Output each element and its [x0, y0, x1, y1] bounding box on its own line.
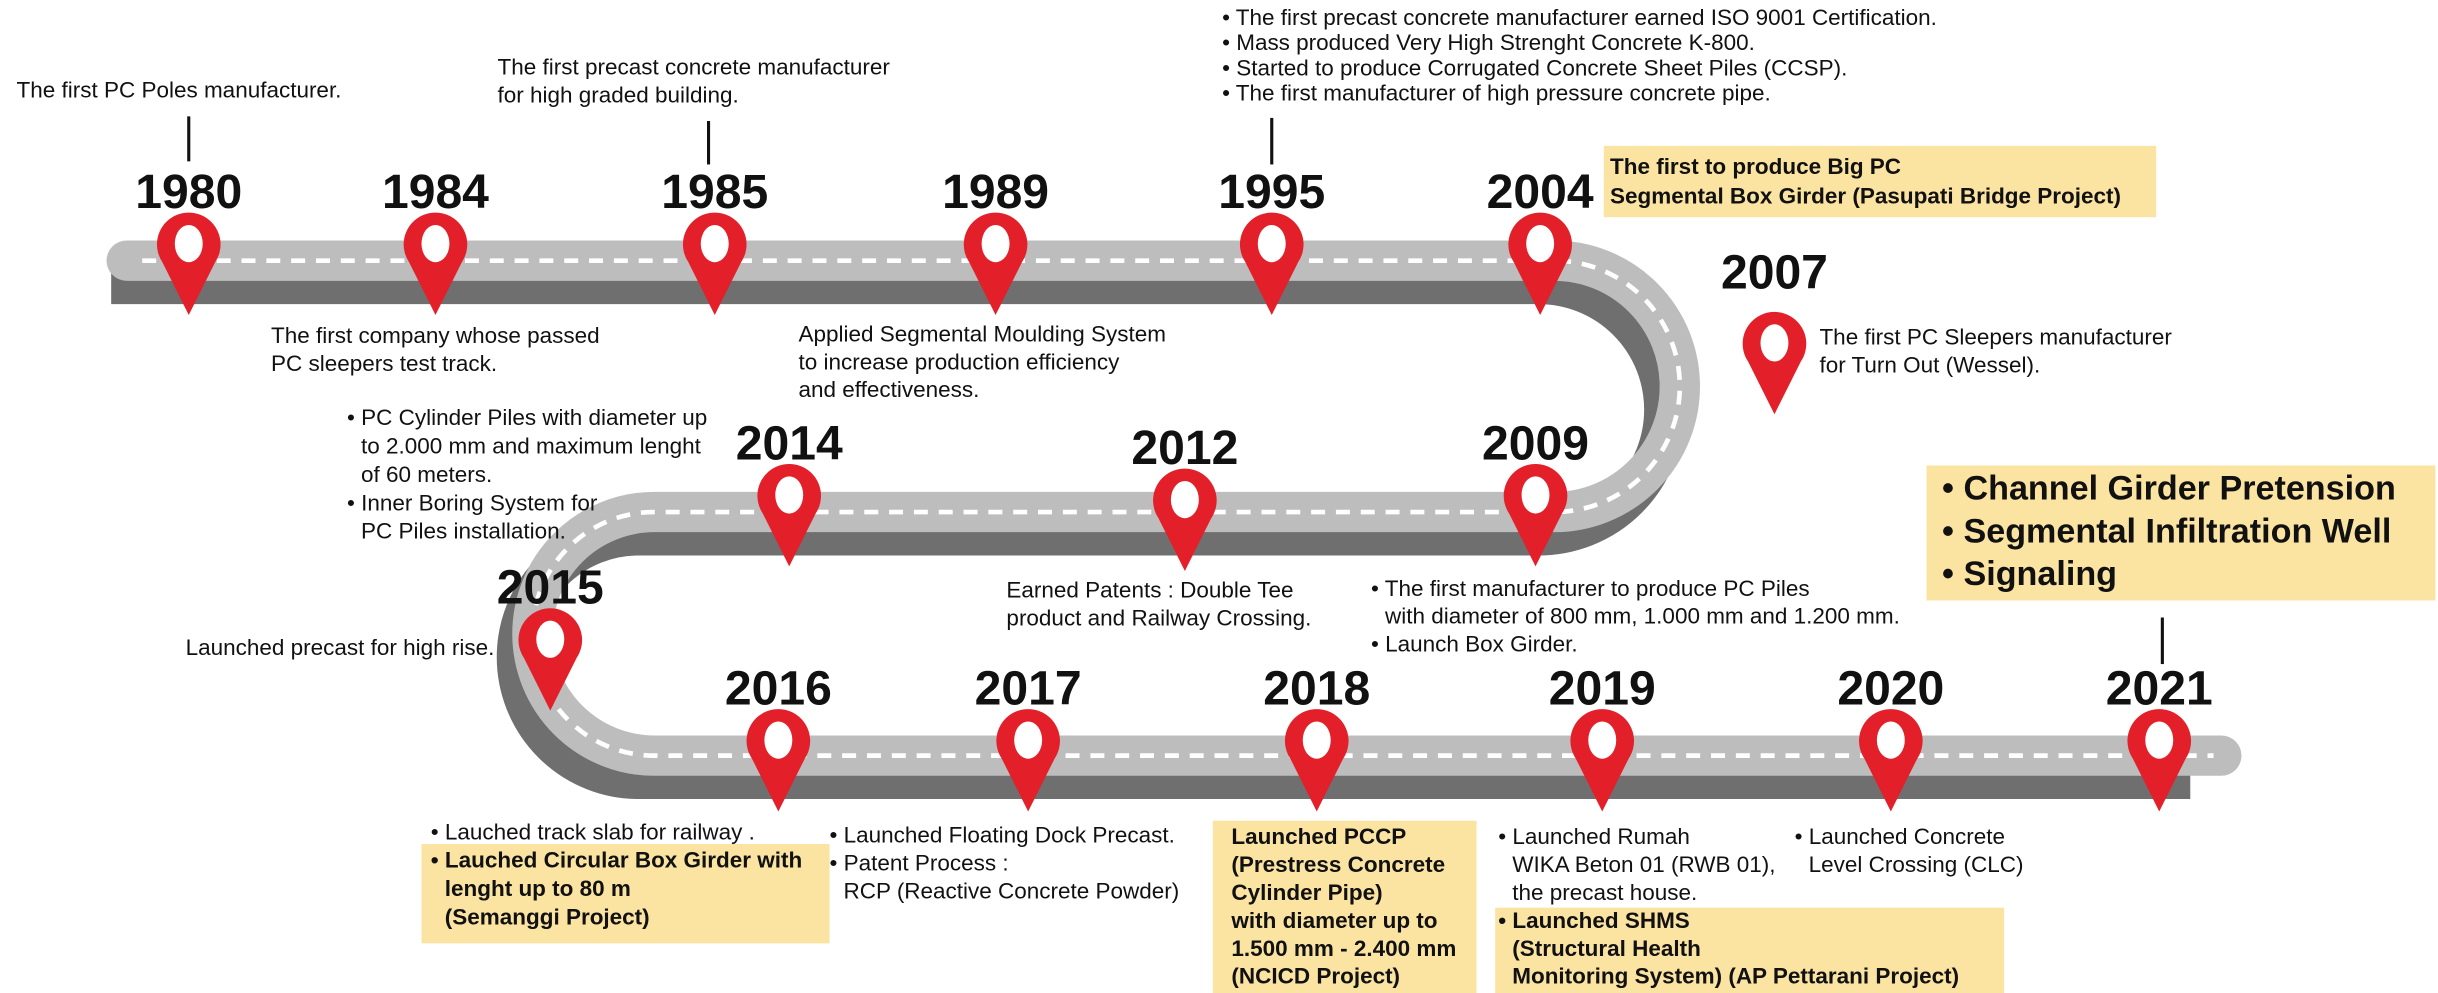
highlight-text: • Channel Girder Pretension [1942, 470, 2396, 508]
pin-hole [1258, 225, 1286, 262]
year-label: 1995 [1218, 165, 1325, 219]
highlight-text: • Segmental Infiltration Well [1942, 512, 2391, 550]
highlight-text: • Lauched Circular Box Girder with [431, 847, 802, 872]
highlight-text: Monitoring System) (AP Pettarani Project… [1512, 964, 1959, 989]
pin-hole [1526, 225, 1554, 262]
highlight-text: lenght up to 80 m [445, 876, 631, 901]
highlight-text: 1.500 mm - 2.400 mm [1231, 936, 1456, 961]
pin-hole [1014, 721, 1042, 758]
highlight-text: Launched PCCP [1231, 824, 1406, 849]
note-text: for high graded building. [498, 82, 739, 107]
timeline: The first PC Poles manufacturer. 1980 The … [0, 0, 2438, 993]
pin-hole [701, 225, 729, 262]
pin-hole [1171, 481, 1199, 518]
year-label: 2004 [1487, 165, 1594, 219]
note-text: The first precast concrete manufacturer [498, 54, 891, 79]
pin-hole [1588, 721, 1616, 758]
year-label: 1989 [942, 165, 1049, 219]
year-label: 2015 [497, 561, 604, 615]
pin-hole [2145, 721, 2173, 758]
note-text: WIKA Beton 01 (RWB 01), [1512, 852, 1775, 877]
pin-hole [764, 721, 792, 758]
note-text: of 60 meters. [361, 462, 492, 487]
year-label: 2009 [1482, 416, 1589, 470]
highlight-text: (Semanggi Project) [445, 905, 650, 930]
pin-hole [536, 621, 564, 658]
highlight-text: with diameter up to [1230, 908, 1437, 933]
highlight-text: • Signaling [1942, 555, 2117, 593]
highlight-text: Segmental Box Girder (Pasupati Bridge Pr… [1610, 183, 2121, 208]
note-text: and effectiveness. [799, 377, 980, 402]
year-label: 2019 [1549, 661, 1656, 715]
year-label: 2017 [975, 661, 1082, 715]
note-text: with diameter of 800 mm, 1.000 mm and 1.… [1384, 604, 1900, 629]
pin-hole [175, 225, 203, 262]
highlight-text: Cylinder Pipe) [1231, 880, 1382, 905]
page: {"milestones": [ {"year": "1980", "notes… [0, 0, 2438, 993]
highlight-text: (Prestress Concrete [1231, 852, 1445, 877]
note-text: product and Railway Crossing. [1006, 605, 1311, 630]
note-text: • Inner Boring System for [347, 490, 598, 515]
note-text: • Launch Box Girder. [1371, 632, 1578, 657]
year-label: 2012 [1131, 421, 1238, 475]
note-text: to increase production efficiency [799, 349, 1121, 374]
year-label: 2021 [2106, 661, 2213, 715]
note-text: • PC Cylinder Piles with diameter up [347, 405, 707, 430]
note-text: • The first manufacturer of high pressur… [1222, 81, 1771, 106]
note-text: • Mass produced Very High Strenght Concr… [1222, 30, 1755, 55]
year-label: 2007 [1721, 246, 1828, 300]
note-text: • Started to produce Corrugated Concrete… [1222, 55, 1847, 80]
note-text: Level Crossing (CLC) [1809, 852, 2024, 877]
note-text: for Turn Out (Wessel). [1819, 352, 2040, 377]
pin-hole [1760, 324, 1788, 361]
note-text: Launched precast for high rise. [186, 635, 495, 660]
note-text: The first company whose passed [271, 323, 600, 348]
pin-hole [421, 225, 449, 262]
note-text: The first PC Poles manufacturer. [17, 78, 342, 103]
note-text: • Lauched track slab for railway . [431, 819, 755, 844]
pin-hole [775, 476, 803, 513]
year-label: 2014 [736, 416, 843, 470]
year-label: 1985 [661, 165, 768, 219]
note-text: • Launched Concrete [1795, 824, 2005, 849]
note-text: PC Piles installation. [361, 519, 566, 544]
note-text: • The first precast concrete manufacture… [1222, 5, 1937, 30]
pin-hole [1303, 721, 1331, 758]
note-text: • The first manufacturer to produce PC P… [1371, 576, 1810, 601]
year-label: 2020 [1837, 661, 1944, 715]
highlight-text: The first to produce Big PC [1610, 154, 1901, 179]
pin-hole [1877, 721, 1905, 758]
pin-hole [982, 225, 1010, 262]
note-text: RCP (Reactive Concrete Powder) [844, 878, 1180, 903]
year-label: 2016 [725, 661, 832, 715]
note-text: The first PC Sleepers manufacturer [1819, 324, 2172, 349]
note-text: Earned Patents : Double Tee [1006, 577, 1293, 602]
year-label: 1984 [382, 165, 489, 219]
pin-hole [1522, 476, 1550, 513]
note-text: PC sleepers test track. [271, 351, 497, 376]
note-text: Applied Segmental Moulding System [799, 321, 1166, 346]
year-label: 1980 [135, 165, 242, 219]
note-text: • Launched Rumah [1498, 824, 1690, 849]
highlight-text: • Launched SHMS [1498, 908, 1690, 933]
note-text: to 2.000 mm and maximum lenght [361, 434, 702, 459]
note-text: • Patent Process : [830, 850, 1009, 875]
note-text: the precast house. [1512, 880, 1697, 905]
highlight-text: (Structural Health [1512, 936, 1701, 961]
year-label: 2018 [1263, 661, 1370, 715]
note-text: • Launched Floating Dock Precast. [830, 822, 1175, 847]
highlight-text: (NCICD Project) [1231, 964, 1400, 989]
